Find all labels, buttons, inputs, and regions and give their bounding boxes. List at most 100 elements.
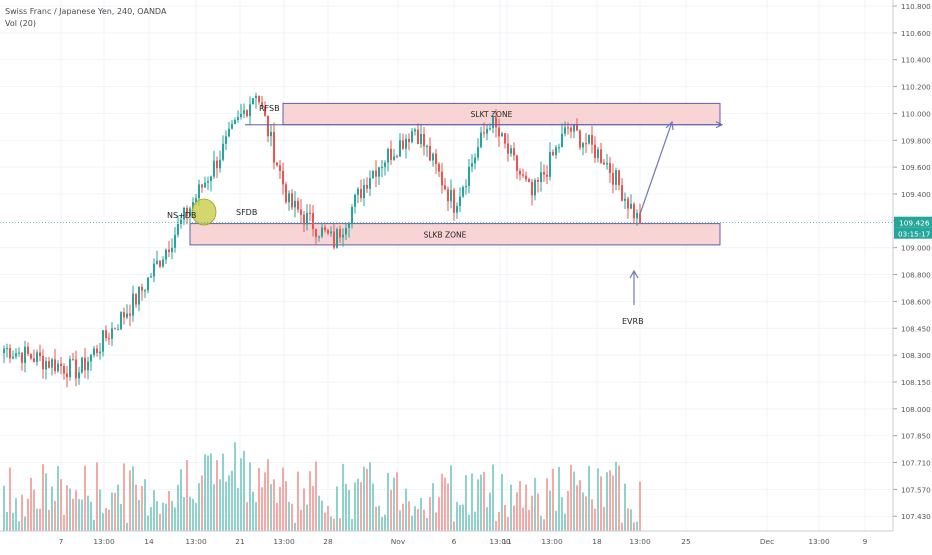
candle-body: [288, 193, 290, 203]
candle-body: [246, 110, 248, 117]
candle-body: [567, 127, 569, 129]
candle-body: [573, 124, 575, 132]
volume-bar: [210, 453, 212, 531]
volume-bar: [402, 503, 404, 531]
candle-body: [636, 213, 638, 219]
volume-bars: [3, 442, 641, 531]
candle-body: [27, 346, 29, 354]
volume-bar: [177, 484, 179, 531]
volume-bar: [420, 497, 422, 531]
candle-body: [21, 352, 23, 363]
volume-bar: [108, 509, 110, 531]
candle-body: [219, 159, 221, 169]
volume-bar: [240, 458, 242, 531]
volume-bar: [213, 484, 215, 531]
candle-body: [231, 124, 233, 129]
candle-body: [63, 366, 65, 374]
volume-bar: [342, 463, 344, 531]
volume-bar: [354, 482, 356, 531]
candle-body: [117, 329, 119, 331]
volume-bar: [12, 512, 14, 531]
candle-body: [6, 348, 8, 350]
candle-body: [48, 361, 50, 368]
candle-body: [123, 312, 125, 318]
volume-bar: [150, 507, 152, 531]
volume-bar: [384, 514, 386, 531]
volume-bar: [405, 488, 407, 531]
candle-body: [294, 200, 296, 208]
candle-body: [426, 146, 428, 148]
candle-body: [162, 259, 164, 267]
price-tick-label: 108.150: [901, 378, 931, 387]
volume-bar: [216, 460, 218, 531]
candle-body: [513, 148, 515, 156]
candle-body: [348, 223, 350, 228]
volume-bar: [126, 522, 128, 531]
candle-body: [489, 128, 491, 130]
candle-body: [420, 133, 422, 145]
volume-bar: [279, 486, 281, 531]
candle-body: [90, 354, 92, 362]
volume-bar: [633, 522, 635, 531]
candle-body: [264, 106, 266, 116]
volume-bar: [333, 518, 335, 531]
volume-bar: [288, 501, 290, 531]
volume-bar: [129, 470, 131, 531]
candle-body: [411, 131, 413, 143]
volume-bar: [432, 483, 434, 531]
candle-body: [450, 189, 452, 202]
candle-body: [423, 133, 425, 147]
candle-body: [138, 286, 140, 305]
candle-body: [369, 178, 371, 189]
volume-bar: [171, 500, 173, 531]
volume-bar: [321, 500, 323, 531]
price-axis[interactable]: 110.800 110.600 110.400 110.200 110.000 109.8…: [0, 0, 932, 531]
candle-body: [324, 227, 326, 231]
volume-bar: [33, 489, 35, 531]
price-tick-label: 107.570: [901, 485, 931, 494]
volume-bar: [462, 504, 464, 531]
volume-bar: [114, 492, 116, 531]
volume-bar: [117, 484, 119, 531]
last-price-badge: [894, 216, 932, 228]
volume-bar: [540, 515, 542, 531]
volume-bar: [285, 481, 287, 531]
candle-body: [30, 353, 32, 359]
candle-body: [510, 148, 512, 154]
candle-body: [525, 175, 527, 180]
volume-bar: [513, 505, 515, 531]
candle-body: [540, 172, 542, 182]
candle-body: [159, 260, 161, 267]
time-tick-label: 13:00: [273, 537, 295, 546]
candle-body: [519, 170, 521, 175]
volume-bar: [291, 503, 293, 531]
volume-bar: [606, 472, 608, 531]
volume-bar: [204, 454, 206, 531]
volume-bar: [105, 507, 107, 531]
candle-body: [315, 229, 317, 237]
candle-body: [225, 136, 227, 144]
volume-bar: [267, 459, 269, 531]
volume-bar: [555, 510, 557, 531]
candle-body: [363, 184, 365, 199]
volume-bar: [225, 481, 227, 531]
volume-bar: [357, 478, 359, 531]
price-tick-label: 107.850: [901, 432, 931, 441]
volume-bar: [573, 471, 575, 531]
volume-bar: [444, 477, 446, 531]
ns-db-label: NS+DB: [167, 211, 196, 220]
volume-bar: [228, 475, 230, 531]
price-tick-label: 108.300: [901, 351, 931, 360]
volume-bar: [273, 479, 275, 531]
volume-bar: [72, 498, 74, 531]
candle-body: [588, 135, 590, 144]
volume-bar: [615, 461, 617, 531]
volume-bar: [174, 507, 176, 531]
sfdb-label: SFDB: [236, 208, 257, 217]
volume-bar: [537, 493, 539, 531]
time-tick-label: Dec: [760, 537, 774, 546]
candle-body: [309, 212, 311, 214]
